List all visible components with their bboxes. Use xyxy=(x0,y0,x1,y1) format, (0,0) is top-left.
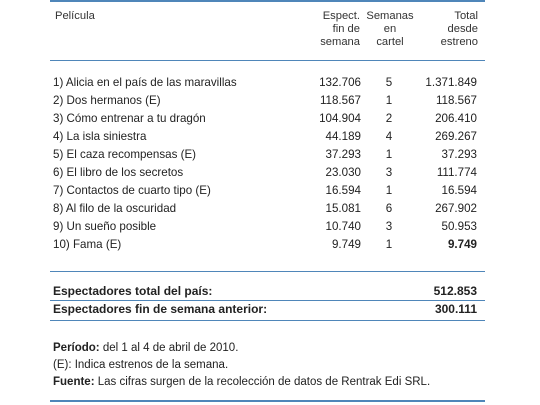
estreno-text: (E): Indica estrenos de la semana. xyxy=(53,359,229,371)
weekend-spectators: 118.567 xyxy=(319,94,361,107)
table-row: 5) El caza recompensas (E) 37.293 1 37.293 xyxy=(50,146,485,163)
table-row: 3) Cómo entrenar a tu dragón 104.904 2 206.… xyxy=(50,110,485,127)
total-since-release: 267.902 xyxy=(435,202,477,215)
summary-total-value: 512.853 xyxy=(433,284,477,298)
total-since-release: 50.953 xyxy=(441,220,477,233)
source-note: Fuente: Las cifras surgen de la recolecc… xyxy=(53,374,483,390)
period-note: Período: del 1 al 4 de abril de 2010. xyxy=(53,340,483,356)
header-weeks: Semanas en cartel xyxy=(366,10,414,48)
weeks-in-theaters: 1 xyxy=(385,238,393,251)
period-label: Período: xyxy=(53,342,100,354)
table-row: 8) Al filo de la oscuridad 15.081 6 267.902 xyxy=(50,200,485,217)
table-row: 1) Alicia en el país de las maravillas 13… xyxy=(50,74,485,91)
table-row: 4) La isla siniestra 44.189 4 269.267 xyxy=(50,128,485,145)
table-row: 6) El libro de los secretos 23.030 3 111.77… xyxy=(50,164,485,181)
film-title: 8) Al filo de la oscuridad xyxy=(53,202,177,215)
weeks-in-theaters: 6 xyxy=(385,202,393,215)
header-rule xyxy=(50,60,485,61)
weekend-spectators: 23.030 xyxy=(325,166,361,179)
weekend-spectators: 44.189 xyxy=(325,130,361,143)
table-row: 10) Fama (E) 9.749 1 9.749 xyxy=(50,236,485,253)
table-row: 7) Contactos de cuarto tipo (E) 16.594 1 16… xyxy=(50,182,485,199)
weeks-in-theaters: 3 xyxy=(385,220,393,233)
total-since-release: 37.293 xyxy=(441,148,477,161)
film-title: 6) El libro de los secretos xyxy=(53,166,184,179)
film-title: 1) Alicia en el país de las maravillas xyxy=(53,76,237,89)
summary-bottom-rule xyxy=(50,320,485,321)
weekend-spectators: 37.293 xyxy=(325,148,361,161)
weeks-in-theaters: 1 xyxy=(385,148,393,161)
weeks-in-theaters: 1 xyxy=(385,94,393,107)
weekend-spectators: 132.706 xyxy=(319,76,361,89)
weeks-in-theaters: 2 xyxy=(385,112,393,125)
table-row: 2) Dos hermanos (E) 118.567 1 118.567 xyxy=(50,92,485,109)
bottom-rule xyxy=(50,400,485,402)
period-text: del 1 al 4 de abril de 2010. xyxy=(102,342,239,354)
header-film: Película xyxy=(55,10,95,22)
weekend-spectators: 16.594 xyxy=(325,184,361,197)
weekend-spectators: 104.904 xyxy=(319,112,361,125)
film-title: 3) Cómo entrenar a tu dragón xyxy=(53,112,206,125)
estreno-note: (E): Indica estrenos de la semana. xyxy=(53,357,483,373)
weeks-in-theaters: 1 xyxy=(385,184,393,197)
weeks-in-theaters: 3 xyxy=(385,166,393,179)
weeks-in-theaters: 5 xyxy=(385,76,393,89)
table-row: 9) Un sueño posible 10.740 3 50.953 xyxy=(50,218,485,235)
weekend-spectators: 9.749 xyxy=(331,238,361,251)
total-since-release: 269.267 xyxy=(435,130,477,143)
total-since-release: 111.774 xyxy=(436,166,477,179)
source-label: Fuente: xyxy=(53,376,95,388)
summary-prev-value: 300.111 xyxy=(434,302,477,316)
box-office-table: Película Espect. fin de semana Semanas en ca… xyxy=(50,0,485,405)
source-text: Las cifras surgen de la recolección de d… xyxy=(97,376,431,388)
film-title: 5) El caza recompensas (E) xyxy=(53,148,197,161)
total-since-release: 1.371.849 xyxy=(425,76,477,89)
total-since-release: 118.567 xyxy=(435,94,477,107)
film-title: 10) Fama (E) xyxy=(53,238,122,251)
header-total: Total desde estreno xyxy=(440,10,478,48)
weeks-in-theaters: 4 xyxy=(385,130,393,143)
film-title: 7) Contactos de cuarto tipo (E) xyxy=(53,184,211,197)
total-since-release: 16.594 xyxy=(441,184,477,197)
weekend-spectators: 15.081 xyxy=(325,202,361,215)
header-weekend: Espect. fin de semana xyxy=(320,10,360,48)
summary-total-label: Espectadores total del país: xyxy=(53,284,213,298)
total-since-release: 9.749 xyxy=(447,238,477,251)
film-title: 2) Dos hermanos (E) xyxy=(53,94,161,107)
table-bottom-rule xyxy=(50,271,485,272)
film-title: 4) La isla siniestra xyxy=(53,130,147,143)
top-rule xyxy=(50,0,485,2)
weekend-spectators: 10.740 xyxy=(325,220,361,233)
summary-divider xyxy=(50,300,485,301)
total-since-release: 206.410 xyxy=(435,112,477,125)
summary-prev-label: Espectadores fin de semana anterior: xyxy=(53,302,268,316)
film-title: 9) Un sueño posible xyxy=(53,220,157,233)
